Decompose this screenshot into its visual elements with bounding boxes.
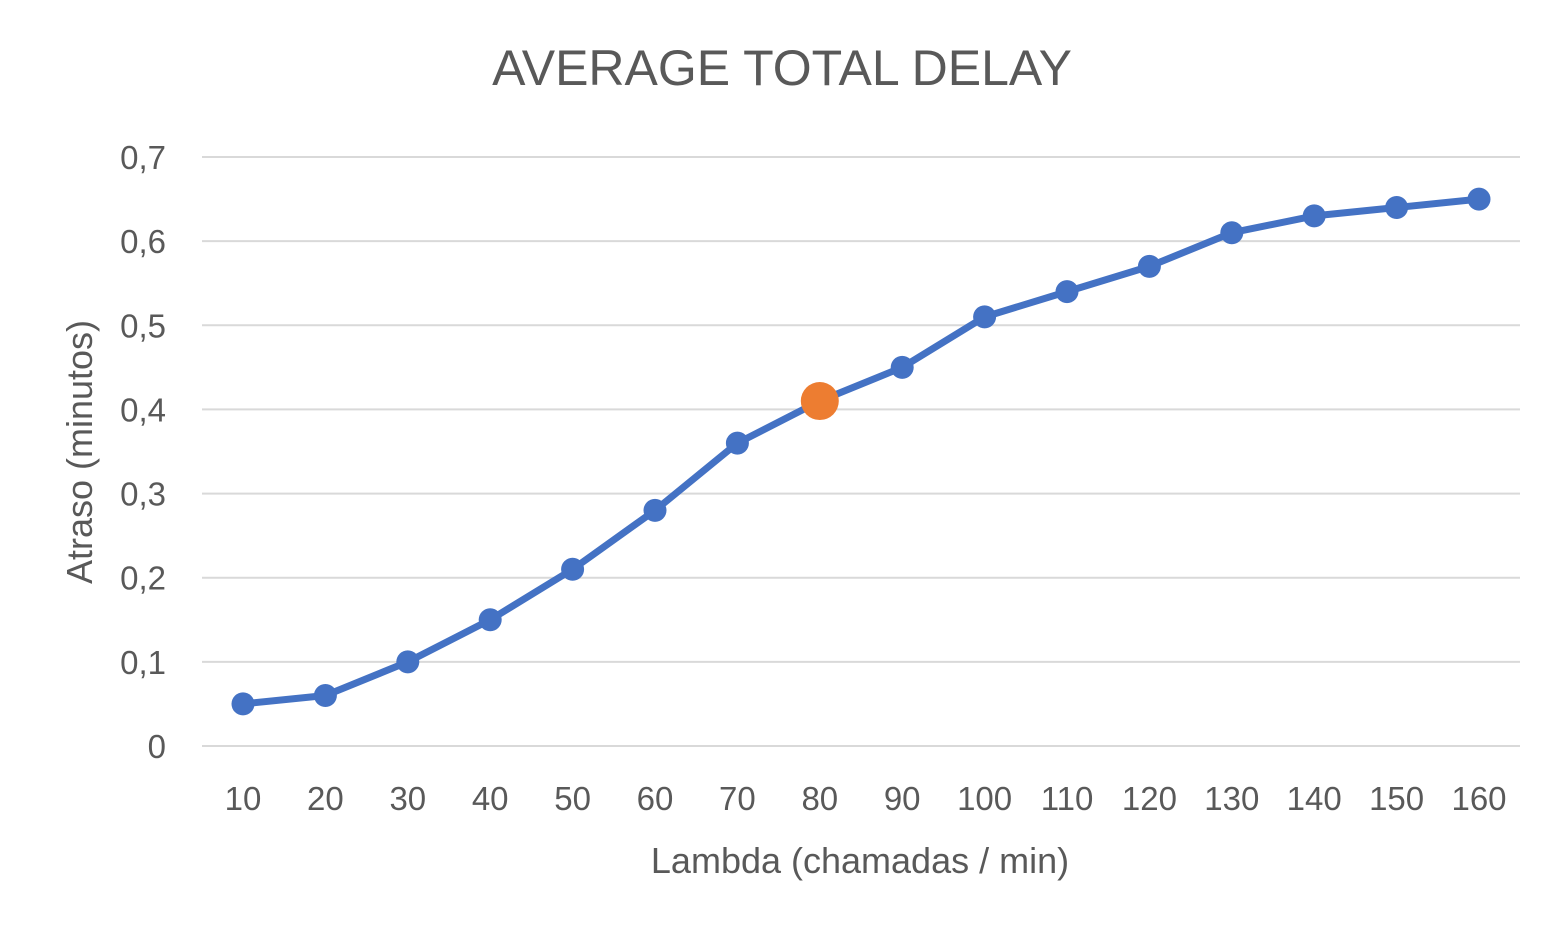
x-tick-label: 60 [637, 780, 674, 817]
data-point [1385, 195, 1409, 219]
x-tick-label: 120 [1122, 780, 1177, 817]
y-tick-label: 0 [148, 728, 166, 765]
chart-title: AVERAGE TOTAL DELAY [492, 40, 1072, 96]
y-tick-label: 0,4 [120, 391, 166, 428]
x-tick-label: 30 [389, 780, 426, 817]
data-point [561, 557, 585, 581]
highlighted-data-point [800, 382, 839, 421]
y-axis-ticks: 0 0,1 0,2 0,3 0,4 0,5 0,6 0,7 [120, 139, 166, 765]
x-axis-label: Lambda (chamadas / min) [651, 840, 1069, 881]
x-tick-label: 20 [307, 780, 344, 817]
x-tick-label: 130 [1204, 780, 1259, 817]
x-tick-label: 50 [554, 780, 591, 817]
gridlines [202, 156, 1520, 747]
y-axis-label: Atraso (minutos) [59, 320, 100, 584]
data-point [396, 650, 420, 674]
x-tick-label: 80 [801, 780, 838, 817]
data-point [890, 355, 914, 379]
y-tick-label: 0,7 [120, 139, 166, 176]
x-tick-label: 150 [1369, 780, 1424, 817]
data-point [1055, 280, 1079, 304]
data-point [643, 498, 667, 522]
x-tick-label: 140 [1287, 780, 1342, 817]
x-tick-label: 10 [225, 780, 262, 817]
x-tick-label: 90 [884, 780, 921, 817]
x-axis-ticks: 10 20 30 40 50 60 70 80 90 100 110 120 130 140 150 160 [225, 780, 1507, 817]
data-point [973, 305, 997, 329]
data-point [1467, 187, 1491, 211]
x-tick-label: 110 [1041, 780, 1094, 817]
data-point [231, 692, 255, 716]
y-tick-label: 0,3 [120, 476, 166, 513]
y-tick-label: 0,5 [120, 307, 166, 344]
y-tick-label: 0,1 [120, 644, 166, 681]
data-point [1137, 254, 1161, 278]
data-point [478, 608, 502, 632]
data-point [313, 684, 337, 708]
y-tick-label: 0,6 [120, 223, 166, 260]
y-tick-label: 0,2 [120, 560, 166, 597]
series-layer [231, 187, 1491, 716]
x-tick-label: 40 [472, 780, 509, 817]
series-line [239, 195, 1483, 708]
x-tick-label: 100 [957, 780, 1012, 817]
data-point [725, 431, 749, 455]
x-tick-label: 70 [719, 780, 756, 817]
x-tick-label: 160 [1451, 780, 1506, 817]
data-point [1220, 221, 1244, 245]
data-point [1302, 204, 1326, 228]
